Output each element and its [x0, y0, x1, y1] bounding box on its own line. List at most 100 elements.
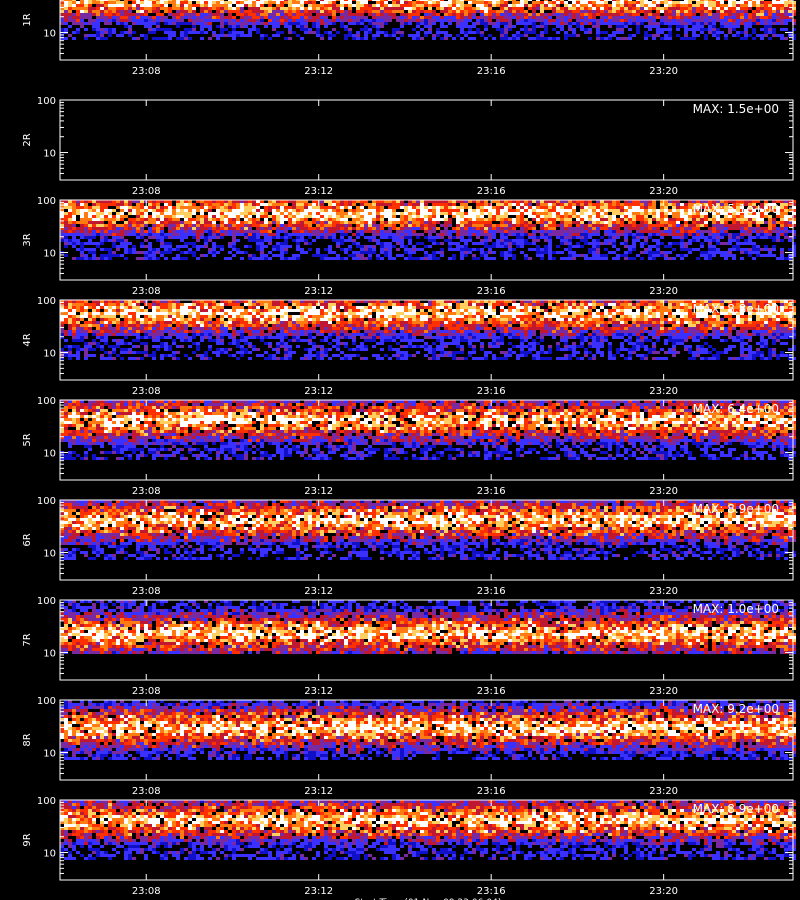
heatmap-cell — [352, 203, 356, 206]
heatmap-cell — [600, 37, 604, 40]
heatmap-cell — [100, 4, 104, 7]
heatmap-cell — [772, 34, 776, 37]
heatmap-cell — [340, 248, 344, 251]
heatmap-cell — [504, 242, 508, 245]
heatmap-cell — [120, 239, 124, 242]
heatmap-cell — [400, 13, 404, 16]
heatmap-cell — [276, 200, 280, 203]
heatmap-cell — [252, 19, 256, 22]
heatmap-cell — [436, 19, 440, 22]
heatmap-cell — [204, 224, 208, 227]
heatmap-cell — [88, 22, 92, 25]
heatmap-cell — [176, 233, 180, 236]
heatmap-cell — [100, 31, 104, 34]
heatmap-cell — [96, 16, 100, 19]
heatmap-cell — [184, 233, 188, 236]
heatmap-cell — [524, 203, 528, 206]
heatmap-cell — [332, 212, 336, 215]
heatmap-cell — [84, 257, 88, 260]
heatmap-cell — [440, 10, 444, 13]
heatmap-cell — [492, 236, 496, 239]
heatmap-cell — [428, 209, 432, 212]
heatmap-cell — [352, 242, 356, 245]
heatmap-cell — [432, 251, 436, 254]
heatmap-cell — [376, 1, 380, 4]
heatmap-cell — [468, 224, 472, 227]
heatmap-cell — [492, 212, 496, 215]
heatmap-cell — [348, 212, 352, 215]
heatmap-cell — [232, 209, 236, 212]
heatmap-cell — [604, 7, 608, 10]
heatmap-cell — [320, 1, 324, 4]
heatmap-cell — [84, 37, 88, 40]
heatmap-cell — [324, 22, 328, 25]
heatmap-cell — [464, 248, 468, 251]
heatmap-cell — [108, 227, 112, 230]
heatmap-cell — [524, 19, 528, 22]
heatmap-cell — [252, 1, 256, 4]
heatmap-cell — [496, 245, 500, 248]
heatmap-cell — [216, 233, 220, 236]
heatmap-cell — [364, 10, 368, 13]
heatmap-cell — [140, 13, 144, 16]
heatmap-cell — [704, 28, 708, 31]
heatmap-cell — [208, 233, 212, 236]
heatmap-cell — [424, 4, 428, 7]
heatmap-cell — [664, 7, 668, 10]
heatmap-cell — [560, 0, 564, 1]
heatmap-cell — [228, 34, 232, 37]
heatmap-cell — [392, 224, 396, 227]
heatmap-cell — [252, 212, 256, 215]
heatmap-cell — [508, 22, 512, 25]
heatmap-cell — [616, 10, 620, 13]
heatmap-cell — [348, 200, 352, 203]
heatmap-cell — [764, 31, 768, 34]
heatmap-cell — [504, 245, 508, 248]
heatmap-cell — [516, 4, 520, 7]
heatmap-cell — [412, 230, 416, 233]
heatmap-cell — [192, 209, 196, 212]
heatmap-cell — [532, 22, 536, 25]
heatmap-cell — [276, 10, 280, 13]
heatmap-cell — [456, 19, 460, 22]
heatmap-cell — [500, 13, 504, 16]
heatmap-cell — [172, 19, 176, 22]
heatmap-cell — [136, 7, 140, 10]
heatmap-cell — [392, 245, 396, 248]
heatmap-cell — [504, 0, 508, 1]
heatmap-cell — [252, 233, 256, 236]
heatmap-cell — [520, 206, 524, 209]
heatmap-cell — [616, 25, 620, 28]
heatmap-cell — [296, 239, 300, 242]
heatmap-cell — [96, 25, 100, 28]
heatmap-cell — [152, 0, 156, 1]
heatmap-cell — [492, 25, 496, 28]
heatmap-cell — [716, 28, 720, 31]
heatmap-cell — [232, 206, 236, 209]
heatmap-cell — [316, 227, 320, 230]
heatmap-cell — [372, 218, 376, 221]
heatmap-cell — [788, 13, 792, 16]
heatmap-cell — [380, 224, 384, 227]
heatmap-cell — [468, 1, 472, 4]
heatmap-cell — [616, 19, 620, 22]
heatmap-cell — [456, 16, 460, 19]
heatmap-cell — [512, 254, 516, 257]
heatmap-cell — [512, 7, 516, 10]
heatmap-cell — [668, 1, 672, 4]
heatmap-cell — [780, 1, 784, 4]
heatmap-cell — [456, 13, 460, 16]
heatmap-cell — [740, 10, 744, 13]
heatmap-cell — [204, 254, 208, 257]
heatmap-cell — [440, 230, 444, 233]
heatmap-cell — [428, 200, 432, 203]
heatmap-cell — [412, 203, 416, 206]
heatmap-cell — [240, 200, 244, 203]
heatmap-cell — [184, 34, 188, 37]
heatmap-cell — [564, 7, 568, 10]
heatmap-cell — [652, 37, 656, 40]
heatmap-cell — [208, 218, 212, 221]
heatmap-cell — [100, 224, 104, 227]
heatmap-cell — [100, 236, 104, 239]
heatmap-cell — [144, 209, 148, 212]
